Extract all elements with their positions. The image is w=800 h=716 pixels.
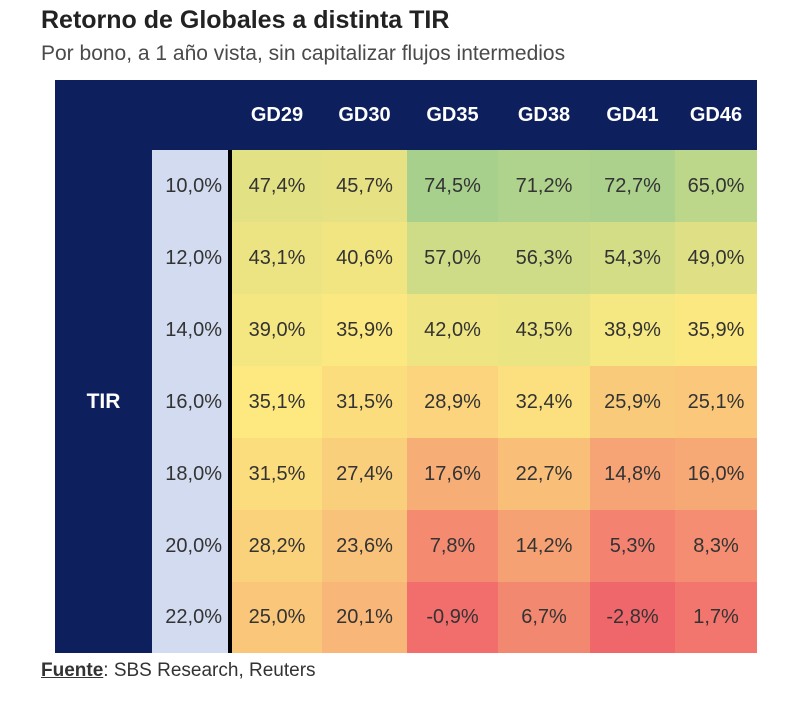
source-key: Fuente — [41, 660, 104, 681]
heatmap-cell: 43,5% — [498, 294, 590, 366]
heatmap-cell: 40,6% — [322, 222, 407, 294]
chart-subtitle: Por bono, a 1 año vista, sin capitalizar… — [41, 42, 566, 65]
heatmap-cell: 38,9% — [590, 294, 675, 366]
heatmap-cell: -2,8% — [590, 582, 675, 653]
heatmap-cell: 65,0% — [675, 150, 757, 222]
heatmap-cell: 28,9% — [407, 366, 498, 438]
row-label: 18,0% — [165, 462, 222, 485]
row-label: 14,0% — [165, 318, 222, 341]
heatmap-cell: 8,3% — [675, 510, 757, 582]
heatmap-cell: 25,0% — [232, 582, 322, 653]
column-header-gd35: GD35 — [426, 103, 479, 126]
heatmap-cell: 6,7% — [498, 582, 590, 653]
heatmap-cell: 45,7% — [322, 150, 407, 222]
row-label: 12,0% — [165, 246, 222, 269]
heatmap-cell: 54,3% — [590, 222, 675, 294]
heatmap-cell: 5,3% — [590, 510, 675, 582]
column-header-gd30: GD30 — [338, 103, 391, 126]
heatmap-cell: 35,9% — [675, 294, 757, 366]
column-header-gd41: GD41 — [606, 103, 659, 126]
row-label: 20,0% — [165, 534, 222, 557]
heatmap-cell: 7,8% — [407, 510, 498, 582]
row-label-column — [152, 150, 228, 653]
heatmap-cell: 74,5% — [407, 150, 498, 222]
heatmap-cell: 42,0% — [407, 294, 498, 366]
heatmap-cell: 35,9% — [322, 294, 407, 366]
heatmap-cell: 39,0% — [232, 294, 322, 366]
heatmap-cell: 25,1% — [675, 366, 757, 438]
column-header-gd29: GD29 — [250, 103, 304, 126]
heatmap-cell: 1,7% — [675, 582, 757, 653]
heatmap-cell: 20,1% — [322, 582, 407, 653]
column-divider — [228, 150, 232, 653]
row-label: 22,0% — [165, 606, 222, 628]
heatmap-cell: 49,0% — [675, 222, 757, 294]
row-axis-label: TIR — [86, 389, 121, 413]
row-label: 16,0% — [165, 390, 222, 413]
heatmap-cell: 57,0% — [407, 222, 498, 294]
heatmap-cell: 35,1% — [232, 366, 322, 438]
heatmap-cell: 27,4% — [322, 438, 407, 510]
source-text: : SBS Research, Reuters — [103, 660, 316, 681]
heatmap-cell: 14,8% — [590, 438, 675, 510]
heatmap-cell: 17,6% — [407, 438, 498, 510]
heatmap-cell: 25,9% — [590, 366, 675, 438]
heatmap-cell: 28,2% — [232, 510, 322, 582]
heatmap-cell: 14,2% — [498, 510, 590, 582]
column-header-gd46: GD46 — [689, 103, 743, 126]
chart-title: Retorno de Globales a distinta TIR — [41, 6, 450, 34]
heatmap-cell: 43,1% — [232, 222, 322, 294]
heatmap-cell: 31,5% — [322, 366, 407, 438]
column-header-gd38: GD38 — [517, 103, 571, 126]
heatmap-cell: 56,3% — [498, 222, 590, 294]
heatmap-cell: 71,2% — [498, 150, 590, 222]
heatmap-cell: 31,5% — [232, 438, 322, 510]
source-note: Fuente: SBS Research, Reuters — [41, 660, 316, 682]
heatmap-cell: 32,4% — [498, 366, 590, 438]
heatmap-cell: -0,9% — [407, 582, 498, 653]
heatmap-cell: 23,6% — [322, 510, 407, 582]
heatmap-cell: 22,7% — [498, 438, 590, 510]
row-label: 10,0% — [165, 174, 222, 197]
heatmap-cell: 72,7% — [590, 150, 675, 222]
heatmap-cell: 16,0% — [675, 438, 757, 510]
heatmap-cell: 47,4% — [232, 150, 322, 222]
